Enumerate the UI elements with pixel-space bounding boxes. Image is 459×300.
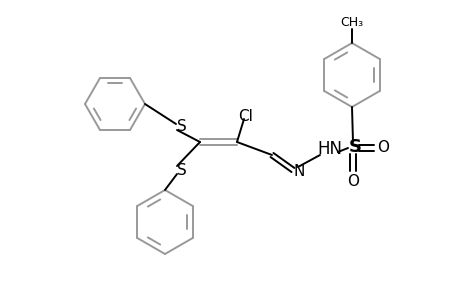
Text: N: N <box>293 164 304 178</box>
Text: Cl: Cl <box>238 109 253 124</box>
Text: S: S <box>348 138 361 156</box>
Text: S: S <box>177 118 186 134</box>
Text: CH₃: CH₃ <box>340 16 363 28</box>
Text: O: O <box>376 140 388 154</box>
Text: S: S <box>177 163 186 178</box>
Text: O: O <box>346 173 358 188</box>
Text: HN: HN <box>317 140 342 158</box>
